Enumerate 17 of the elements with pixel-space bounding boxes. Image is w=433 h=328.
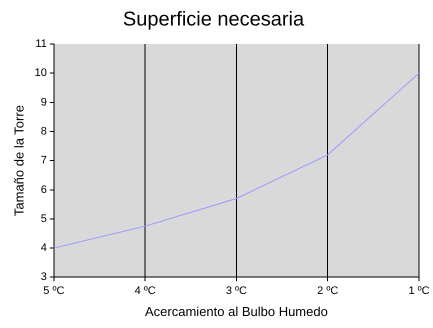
y-tick-label: 8: [40, 125, 47, 138]
y-axis-title: Tamaño de la Torre: [11, 105, 26, 216]
x-tick-label: 3 ºC: [226, 284, 248, 297]
y-tick-label: 10: [34, 67, 47, 80]
y-tick-label: 3: [40, 271, 47, 284]
x-tick-label: 4 ºC: [134, 284, 156, 297]
x-tick-label: 5 ºC: [43, 284, 64, 297]
y-tick-label: 4: [40, 242, 47, 254]
y-tick-label: 6: [40, 184, 47, 196]
x-tick-label: 1 ºC: [408, 284, 430, 297]
x-axis-title: Acercamiento al Bulbo Humedo: [145, 304, 328, 319]
y-tick-label: 5: [40, 212, 47, 225]
chart-title: Superficie necesaria: [122, 8, 305, 31]
x-tick-label: 2 ºC: [317, 284, 338, 297]
y-tick-label: 9: [40, 96, 47, 108]
y-tick-label: 11: [35, 38, 47, 50]
y-tick-label: 7: [40, 154, 47, 167]
